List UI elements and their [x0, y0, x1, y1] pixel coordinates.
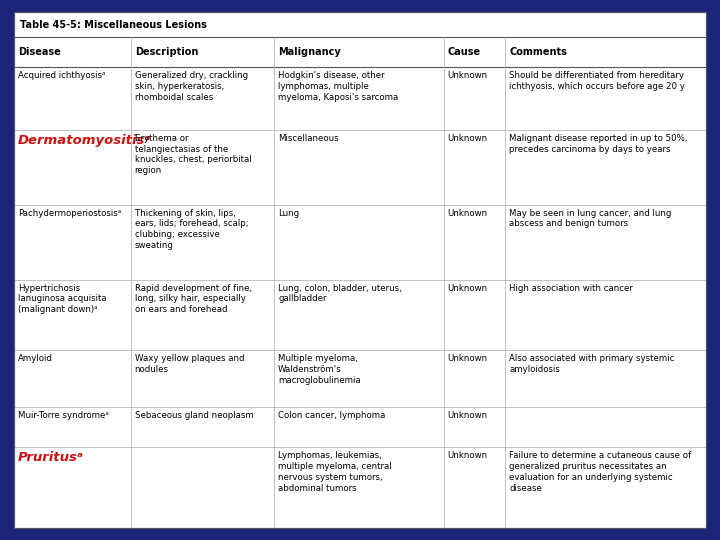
Text: Also associated with primary systemic
amyloidosis: Also associated with primary systemic am… — [509, 354, 675, 374]
Text: Table 45-5: Miscellaneous Lesions: Table 45-5: Miscellaneous Lesions — [20, 19, 207, 30]
Text: Failure to determine a cutaneous cause of
generalized pruritus necessitates an
e: Failure to determine a cutaneous cause o… — [509, 451, 691, 492]
Text: Lymphomas, leukemias,
multiple myeloma, central
nervous system tumors,
abdominal: Lymphomas, leukemias, multiple myeloma, … — [278, 451, 392, 492]
Text: Erythema or
telangiectasias of the
knuckles, chest, periorbital
region: Erythema or telangiectasias of the knuck… — [135, 134, 251, 175]
Text: Unknown: Unknown — [448, 284, 487, 293]
Text: Unknown: Unknown — [448, 209, 487, 218]
Text: Unknown: Unknown — [448, 411, 487, 420]
Text: Cause: Cause — [448, 47, 481, 57]
Text: Multiple myeloma,
Waldenström's
macroglobulinemia: Multiple myeloma, Waldenström's macroglo… — [278, 354, 361, 385]
Text: May be seen in lung cancer, and lung
abscess and benign tumors: May be seen in lung cancer, and lung abs… — [509, 209, 672, 228]
Text: Hypertrichosis
lanuginosa acquisita
(malignant down)ᵃ: Hypertrichosis lanuginosa acquisita (mal… — [18, 284, 107, 314]
Text: Comments: Comments — [509, 47, 567, 57]
Text: Muir-Torre syndromeᵃ: Muir-Torre syndromeᵃ — [18, 411, 109, 420]
Text: Generalized dry, crackling
skin, hyperkeratosis,
rhomboidal scales: Generalized dry, crackling skin, hyperke… — [135, 71, 248, 102]
Text: Should be differentiated from hereditary
ichthyosis, which occurs before age 20 : Should be differentiated from hereditary… — [509, 71, 685, 91]
Text: Dermatomyositisᵃ: Dermatomyositisᵃ — [18, 134, 151, 147]
Text: Malignant disease reported in up to 50%,
precedes carcinoma by days to years: Malignant disease reported in up to 50%,… — [509, 134, 688, 153]
Text: Unknown: Unknown — [448, 134, 487, 143]
Text: Colon cancer, lymphoma: Colon cancer, lymphoma — [278, 411, 385, 420]
Text: Waxy yellow plaques and
nodules: Waxy yellow plaques and nodules — [135, 354, 244, 374]
Text: Pruritusᵃ: Pruritusᵃ — [18, 451, 84, 464]
Text: Rapid development of fine,
long, silky hair, especially
on ears and forehead: Rapid development of fine, long, silky h… — [135, 284, 252, 314]
Text: Unknown: Unknown — [448, 451, 487, 461]
Text: Disease: Disease — [18, 47, 60, 57]
Text: Hodgkin's disease, other
lymphomas, multiple
myeloma, Kaposi's sarcoma: Hodgkin's disease, other lymphomas, mult… — [278, 71, 398, 102]
Text: Sebaceous gland neoplasm: Sebaceous gland neoplasm — [135, 411, 253, 420]
Text: Lung: Lung — [278, 209, 300, 218]
Text: Unknown: Unknown — [448, 354, 487, 363]
Text: Description: Description — [135, 47, 198, 57]
Text: Acquired ichthyosisᵃ: Acquired ichthyosisᵃ — [18, 71, 105, 80]
Text: Lung, colon, bladder, uterus,
gallbladder: Lung, colon, bladder, uterus, gallbladde… — [278, 284, 402, 303]
Text: Pachydermoperiostosisᵃ: Pachydermoperiostosisᵃ — [18, 209, 121, 218]
Text: Amyloid: Amyloid — [18, 354, 53, 363]
Text: High association with cancer: High association with cancer — [509, 284, 633, 293]
Text: Thickening of skin, lips,
ears, lids; forehead, scalp;
clubbing; excessive
sweat: Thickening of skin, lips, ears, lids; fo… — [135, 209, 248, 250]
Text: Malignancy: Malignancy — [278, 47, 341, 57]
Text: Unknown: Unknown — [448, 71, 487, 80]
Text: Miscellaneous: Miscellaneous — [278, 134, 339, 143]
